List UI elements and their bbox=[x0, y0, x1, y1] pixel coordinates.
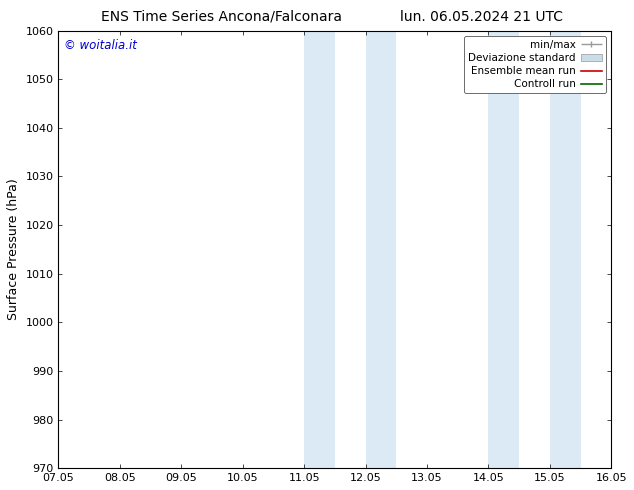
Bar bbox=[488, 30, 519, 468]
Text: ENS Time Series Ancona/Falconara: ENS Time Series Ancona/Falconara bbox=[101, 10, 342, 24]
Bar bbox=[304, 30, 335, 468]
Y-axis label: Surface Pressure (hPa): Surface Pressure (hPa) bbox=[7, 178, 20, 320]
Bar bbox=[550, 30, 581, 468]
Text: lun. 06.05.2024 21 UTC: lun. 06.05.2024 21 UTC bbox=[400, 10, 564, 24]
Text: © woitalia.it: © woitalia.it bbox=[64, 39, 137, 52]
Legend: min/max, Deviazione standard, Ensemble mean run, Controll run: min/max, Deviazione standard, Ensemble m… bbox=[464, 36, 606, 94]
Bar bbox=[366, 30, 396, 468]
